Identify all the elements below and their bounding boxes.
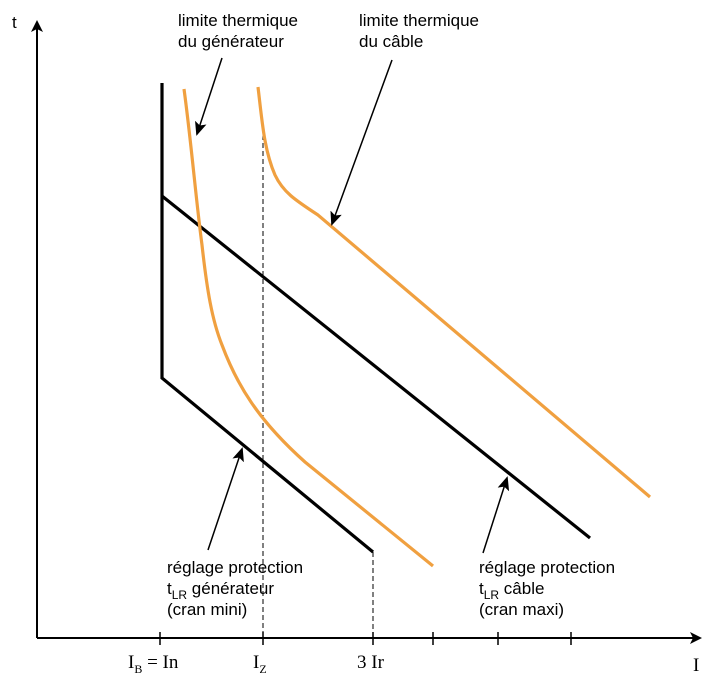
x-axis-label: I (693, 655, 699, 674)
gen-thermal-arrow (195, 57, 223, 136)
cable-thermal-arrow (330, 59, 393, 226)
cable-thermal-label-line2: du câble (359, 32, 423, 51)
gen-thermal-label-line2: du générateur (178, 32, 284, 51)
cable-setting-rest: câble (499, 579, 544, 598)
tick-ib-suffix: = In (142, 652, 179, 673)
cable-setting-label-line1: réglage protection (479, 558, 615, 577)
gen-thermal-label-line1: limite thermique (178, 11, 298, 30)
gen-setting-arrow (207, 447, 244, 551)
protection-curve-cable-max (161, 194, 591, 540)
tick-label-3ir: 3 Ir (357, 652, 385, 673)
cable-setting-arrow (482, 476, 510, 554)
cable-setting-label-line2: tLR câble (479, 579, 544, 602)
tick-label-ib: IB = In (128, 652, 179, 674)
protection-curve-generator-min (160, 83, 375, 554)
gen-setting-label-line1: réglage protection (167, 558, 303, 577)
cable-setting-t: t (479, 579, 484, 598)
cable-thermal-label: limite thermique du câble (359, 11, 479, 51)
cable-thermal-label-line1: limite thermique (359, 11, 479, 30)
y-axis-label: t (12, 13, 17, 32)
cable-setting-sub: LR (484, 588, 500, 602)
gen-setting-rest: générateur (187, 579, 274, 598)
gen-setting-sub: LR (172, 588, 188, 602)
thermal-limit-generator-curve (182, 88, 435, 568)
tick-label-iz: IZ (253, 652, 267, 674)
tick-ib-symbol: I (128, 652, 134, 673)
gen-thermal-label: limite thermique du générateur (178, 11, 298, 51)
cable-setting-label-line3: (cran maxi) (479, 600, 564, 619)
thermal-limit-cable-curve (256, 86, 652, 499)
gen-setting-label-line2: tLR générateur (167, 579, 274, 602)
tick-iz-symbol: I (253, 652, 259, 673)
tick-iz-sub: Z (259, 662, 266, 674)
gen-setting-t: t (167, 579, 172, 598)
gen-setting-label-line3: (cran mini) (167, 600, 247, 619)
tick-ib-sub: B (134, 662, 142, 674)
